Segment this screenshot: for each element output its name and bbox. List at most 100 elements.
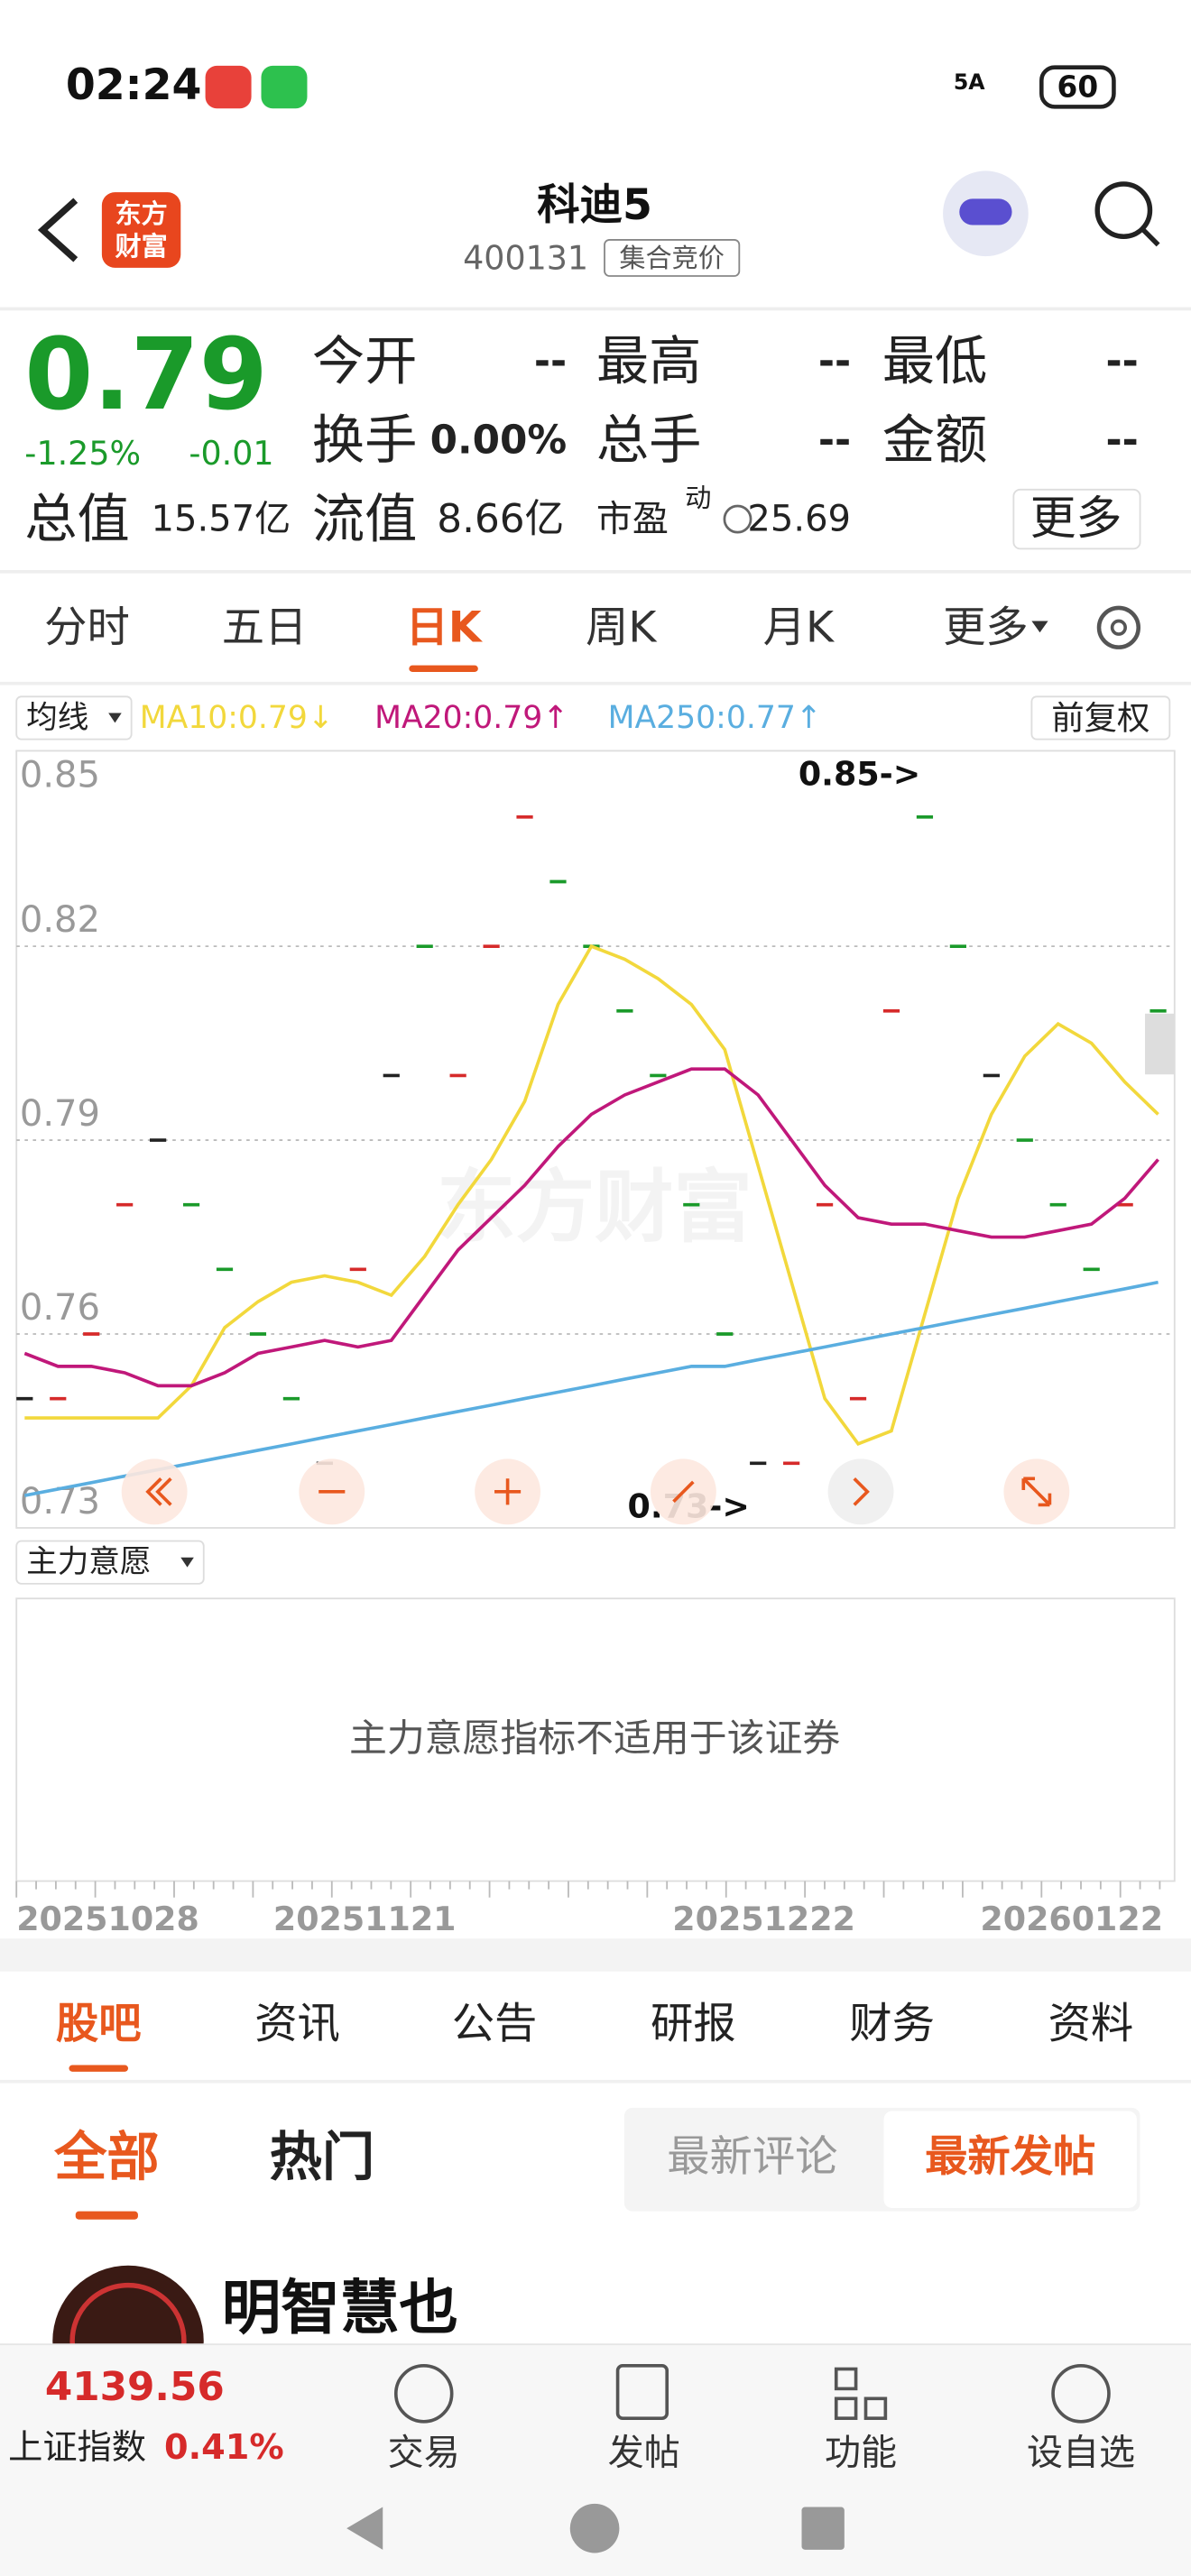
battery xyxy=(1039,65,1116,109)
field-label: 总手 xyxy=(596,409,702,471)
index-value: 4139.56 xyxy=(45,2364,225,2410)
sort-active[interactable] xyxy=(883,2111,1137,2208)
field-label: 流值 xyxy=(312,489,418,550)
section-tab[interactable]: 资料 xyxy=(1048,1999,1134,2048)
tab[interactable]: 分时 xyxy=(44,603,130,652)
post-author: 明智慧也 xyxy=(222,2274,458,2342)
ma-line xyxy=(23,1067,1159,1388)
divider xyxy=(0,2079,1191,2084)
field-label-sup: 动 xyxy=(685,483,711,513)
system-back[interactable] xyxy=(346,2507,383,2550)
search-handle xyxy=(1141,228,1160,247)
change-pct: -1.25% xyxy=(24,434,141,473)
field-value: -- xyxy=(1105,418,1138,464)
dropdown-caret xyxy=(1031,621,1048,633)
chart-control[interactable] xyxy=(827,1458,894,1525)
field-value: 8.66亿 xyxy=(437,496,564,542)
field-value: 0.00% xyxy=(430,418,568,464)
stock-code: 400131 xyxy=(463,238,588,277)
tab[interactable]: 五日 xyxy=(222,603,308,652)
x-tick-label: 20260122 xyxy=(980,1900,1163,1938)
system-home[interactable] xyxy=(569,2503,620,2553)
app-icon xyxy=(205,65,252,109)
battery-level: 60 xyxy=(1057,70,1099,105)
more-button[interactable] xyxy=(1012,488,1141,550)
index-name: 上证指数 xyxy=(8,2428,146,2468)
system-recents[interactable] xyxy=(801,2507,845,2550)
section-tab[interactable]: 股吧 xyxy=(56,1999,142,2048)
legend-entry: MA250:0.77↑ xyxy=(608,700,822,736)
search-button[interactable] xyxy=(1094,181,1153,240)
settings-core xyxy=(1110,619,1127,636)
field-value: -- xyxy=(818,338,851,384)
field-value: 25.69 xyxy=(747,499,851,540)
index-change: 0.41% xyxy=(164,2428,284,2468)
indicator-message: 主力意愿指标不适用于该证券 xyxy=(349,1716,840,1761)
clock: 02:24 xyxy=(66,60,202,110)
field-label: 换手 xyxy=(312,409,418,471)
y-tick-label: 0.79 xyxy=(20,1093,100,1135)
back-button[interactable] xyxy=(37,198,78,262)
y-tick-label: 0.76 xyxy=(20,1287,100,1329)
network: 5A xyxy=(954,69,985,95)
gap xyxy=(0,1938,1191,1972)
adjust-label[interactable]: 前复权 xyxy=(1051,698,1149,737)
field-value: -- xyxy=(534,338,567,384)
nav-label[interactable]: 设自选 xyxy=(1027,2432,1135,2473)
indicator-selector-label[interactable]: 主力意愿 xyxy=(26,1544,151,1580)
nav-icon-part xyxy=(834,2397,858,2420)
price: 0.79 xyxy=(24,317,268,432)
scroll-thumb xyxy=(1145,1013,1175,1075)
ma-line xyxy=(24,943,1159,1447)
stock-status: 集合竞价 xyxy=(619,243,724,273)
stock-name: 科迪5 xyxy=(537,180,652,230)
nav-icon[interactable] xyxy=(615,2364,669,2420)
tab-underline xyxy=(409,665,478,672)
nav-label[interactable]: 功能 xyxy=(825,2432,897,2473)
nav-icon-part xyxy=(863,2397,888,2420)
settings-button[interactable] xyxy=(1096,605,1141,649)
filter[interactable]: 全部 xyxy=(53,2127,160,2188)
chart-control[interactable] xyxy=(121,1458,188,1525)
section-tab[interactable]: 资讯 xyxy=(254,1999,340,2048)
field-label: 今开 xyxy=(312,331,418,392)
x-tick-label: 20251028 xyxy=(16,1900,199,1938)
y-tick-label: 0.85 xyxy=(20,755,100,796)
ma-line xyxy=(23,1280,1159,1497)
section-tab[interactable]: 研报 xyxy=(651,1999,736,2048)
tab[interactable]: 更多 xyxy=(943,603,1029,652)
more-button-label[interactable]: 更多 xyxy=(1030,492,1122,546)
ma-selector[interactable] xyxy=(15,695,133,741)
sort-option[interactable]: 最新发帖 xyxy=(925,2132,1095,2182)
indicator-selector[interactable] xyxy=(15,1540,205,1585)
nav-label[interactable]: 交易 xyxy=(388,2432,460,2473)
watermark: 东方财富 xyxy=(437,1162,752,1254)
nav-label[interactable]: 发帖 xyxy=(608,2432,680,2473)
section-tab[interactable]: 公告 xyxy=(452,1999,538,2048)
app-icon xyxy=(261,65,308,109)
change: -0.01 xyxy=(189,434,273,473)
filter[interactable]: 热门 xyxy=(270,2127,375,2188)
field-label: 最高 xyxy=(596,331,702,392)
sort-option[interactable]: 最新评论 xyxy=(667,2132,837,2182)
field-value: 15.57亿 xyxy=(152,499,291,540)
tab-underline xyxy=(69,2065,129,2072)
tab[interactable]: 周K xyxy=(586,603,658,652)
field-label: 总值 xyxy=(24,489,130,550)
nav-icon[interactable] xyxy=(834,2367,858,2391)
tab[interactable]: 日K xyxy=(406,603,484,652)
logo xyxy=(101,192,181,268)
layout xyxy=(0,65,1191,2576)
nav-icon[interactable] xyxy=(1051,2364,1111,2424)
nav-icon[interactable] xyxy=(393,2364,454,2424)
adjust-button[interactable] xyxy=(1030,695,1171,741)
filter-underline xyxy=(75,2211,138,2220)
logo-text: 财富 xyxy=(115,231,167,262)
legend-entry: MA10:0.79↓ xyxy=(140,700,334,736)
section-tab[interactable]: 财务 xyxy=(849,1999,935,2048)
ma-selector-label[interactable]: 均线 xyxy=(26,700,88,736)
tab[interactable]: 月K xyxy=(763,603,836,652)
dropdown-caret xyxy=(180,1557,194,1568)
x-tick-label: 20251222 xyxy=(672,1900,855,1938)
